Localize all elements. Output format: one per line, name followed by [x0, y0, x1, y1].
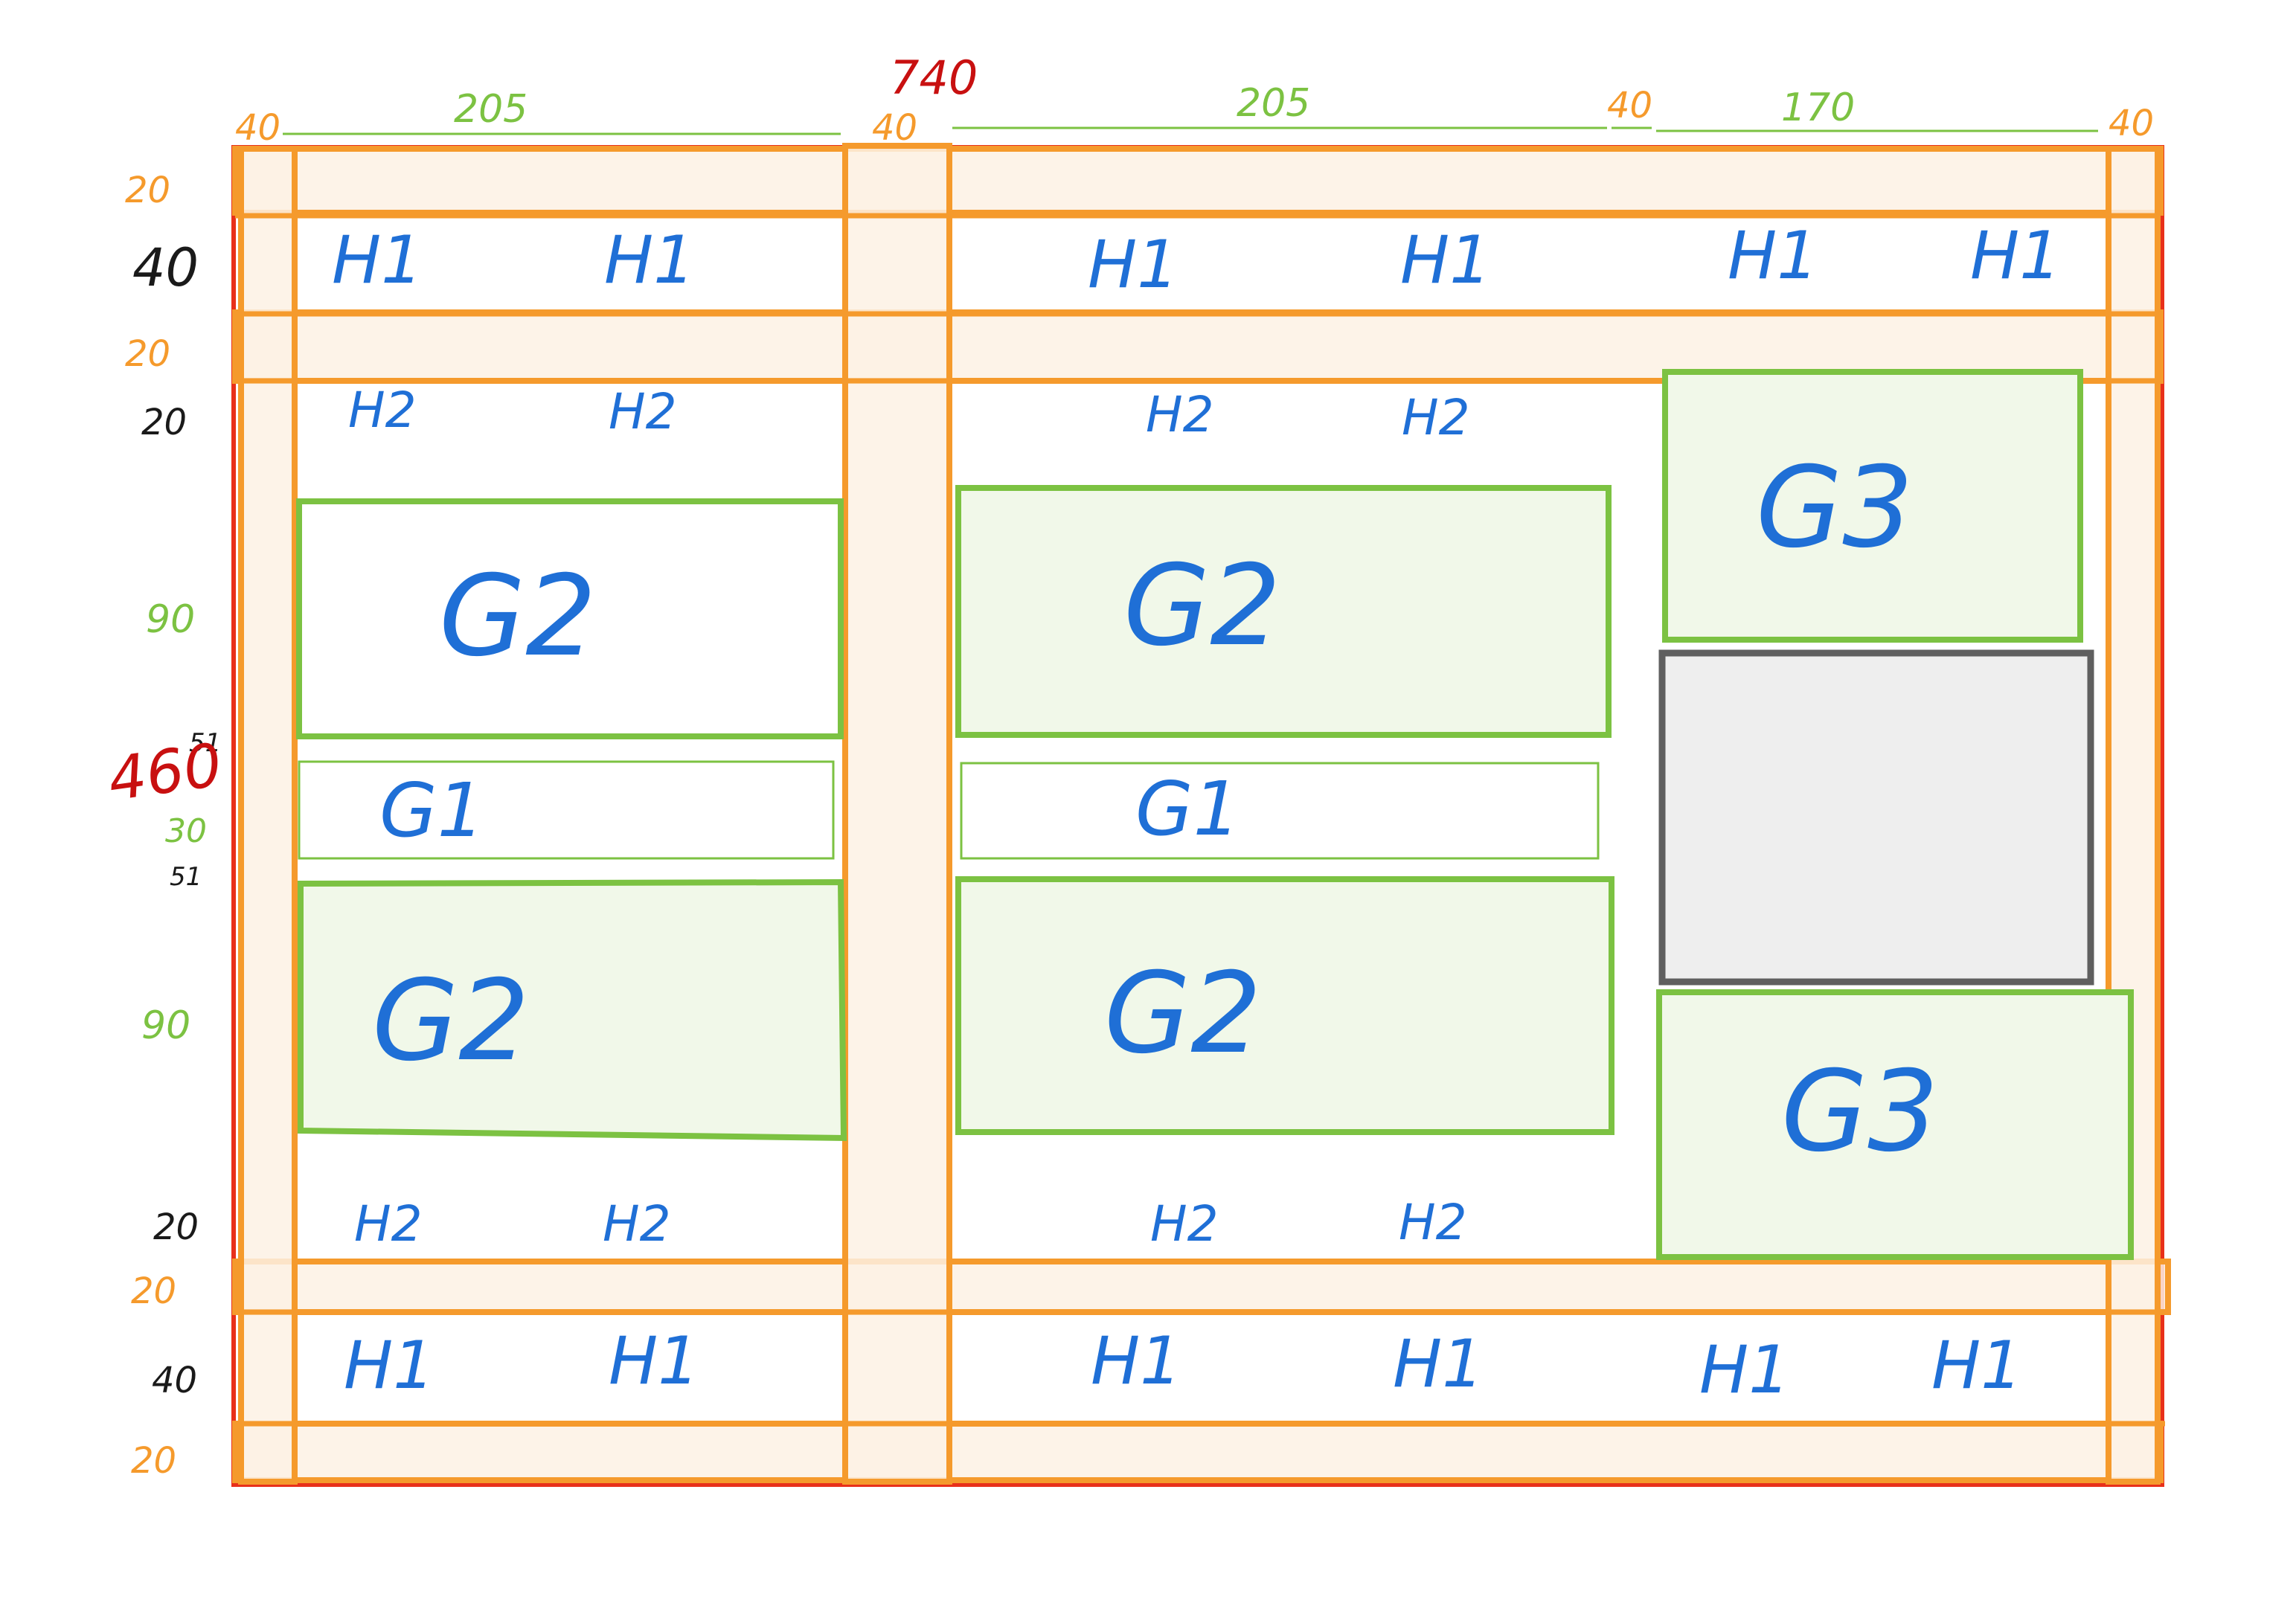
header-h2-dim: 20: [141, 402, 187, 443]
gutter-dim: 40: [872, 107, 917, 149]
h2-label: H2: [348, 382, 417, 439]
h1-label: H1: [609, 1322, 699, 1399]
left-margin-band: [238, 146, 298, 1485]
top-dimension-lines: [283, 126, 2098, 135]
g1-block-mid: [960, 762, 1600, 860]
h1-label: H1: [1728, 217, 1818, 294]
g2-label: G2: [1104, 949, 1262, 1079]
g1-label: G1: [379, 767, 484, 854]
col-b-dim: 205: [1237, 81, 1310, 126]
header-labels: H1 H1 H1 H1 H1 H1: [332, 217, 2061, 303]
total-width-dim: 740: [890, 51, 978, 105]
h2-label: H2: [1399, 1194, 1467, 1251]
horizontal-margin-bands: [232, 146, 2171, 1483]
footer-h2-dim: 20: [153, 1206, 199, 1248]
h1-label: H1: [332, 222, 423, 298]
h2-label: H2: [609, 383, 677, 440]
h2-label: H2: [1146, 386, 1214, 443]
g1-block-left: [298, 760, 835, 860]
g2-label: G2: [439, 552, 597, 681]
footer-h2-labels: H2 H2 H2 H2: [354, 1194, 1467, 1253]
right-margin-dim: 40: [2109, 103, 2154, 144]
h2-label: H2: [1402, 389, 1470, 446]
h1-label: H1: [1400, 222, 1491, 298]
bottom-margin-band: [232, 1421, 2164, 1483]
before-footer-margin-band: [232, 1259, 2171, 1315]
right-margin-band: [2106, 146, 2161, 1485]
g3-block-right-top: [1662, 369, 2083, 643]
col-c-dim: 170: [1781, 86, 1855, 130]
top-margin-dim: 20: [125, 170, 170, 211]
margin-before-h1-dim: 20: [131, 1270, 176, 1312]
g2-block-mid-bottom: [955, 876, 1614, 1135]
g2-block-mid-top: [955, 485, 1612, 738]
middle-gutter-band: [842, 143, 952, 1485]
top-dimension-labels: 740 40 205 40 205 40 170 40: [235, 51, 2154, 149]
h2-label: H2: [354, 1195, 423, 1253]
h2-label: H2: [1150, 1195, 1219, 1253]
h1-label: H1: [1699, 1331, 1790, 1408]
gap-a-dim: 51: [189, 728, 221, 758]
g2-block-left-bottom: [298, 878, 847, 1142]
h1-label: H1: [1088, 226, 1179, 303]
footer-h1-labels: H1 H1 H1 H1 H1 H1: [344, 1322, 2022, 1408]
block-g2-dim: 90: [146, 597, 195, 642]
h2-label: H2: [603, 1195, 671, 1253]
g2-label: G2: [1123, 541, 1281, 671]
h1-label: H1: [344, 1327, 434, 1404]
g3-label: G3: [1781, 1047, 1939, 1177]
placeholder-image-box: [1658, 649, 2094, 986]
total-height-dim: 460: [104, 730, 226, 814]
header-h2-labels: H2 H2 H2 H2: [348, 382, 1470, 446]
top-margin-band: [232, 146, 2164, 216]
header-h1-dim: 40: [132, 237, 199, 298]
g2-block-left-top: [296, 498, 844, 739]
col-a-dim: 205: [454, 87, 527, 132]
gutter-2-dim: 40: [1607, 85, 1652, 126]
bottom-margin-dim: 20: [131, 1440, 176, 1482]
g3-block-right-bottom: [1656, 989, 2134, 1260]
content-blocks: [296, 369, 2134, 1260]
h1-label: H1: [1970, 217, 2061, 294]
h1-label: H1: [1393, 1325, 1484, 1402]
block-g1-dim: 30: [165, 812, 207, 850]
gap-b-dim: 51: [170, 862, 202, 892]
g2-label: G2: [372, 957, 530, 1086]
vertical-margin-bands: [238, 143, 2161, 1485]
footer-h1-dim: 40: [152, 1360, 197, 1401]
left-margin-dim: 40: [235, 107, 280, 149]
h1-label: H1: [1091, 1322, 1181, 1399]
g1-label: G1: [1135, 765, 1240, 852]
margin-after-h1-dim: 20: [125, 333, 170, 375]
block-g2-b-dim: 90: [141, 1003, 190, 1048]
side-dimension-labels: 20 40 20 20 90 51 460 30 51 90 20 20 40 …: [104, 170, 226, 1482]
h1-label: H1: [604, 222, 695, 298]
g3-label: G3: [1756, 443, 1914, 573]
block-labels: G2 G1 G2 G2 G1 G2 G3 G3: [372, 443, 1939, 1177]
h1-label: H1: [1931, 1327, 2022, 1404]
